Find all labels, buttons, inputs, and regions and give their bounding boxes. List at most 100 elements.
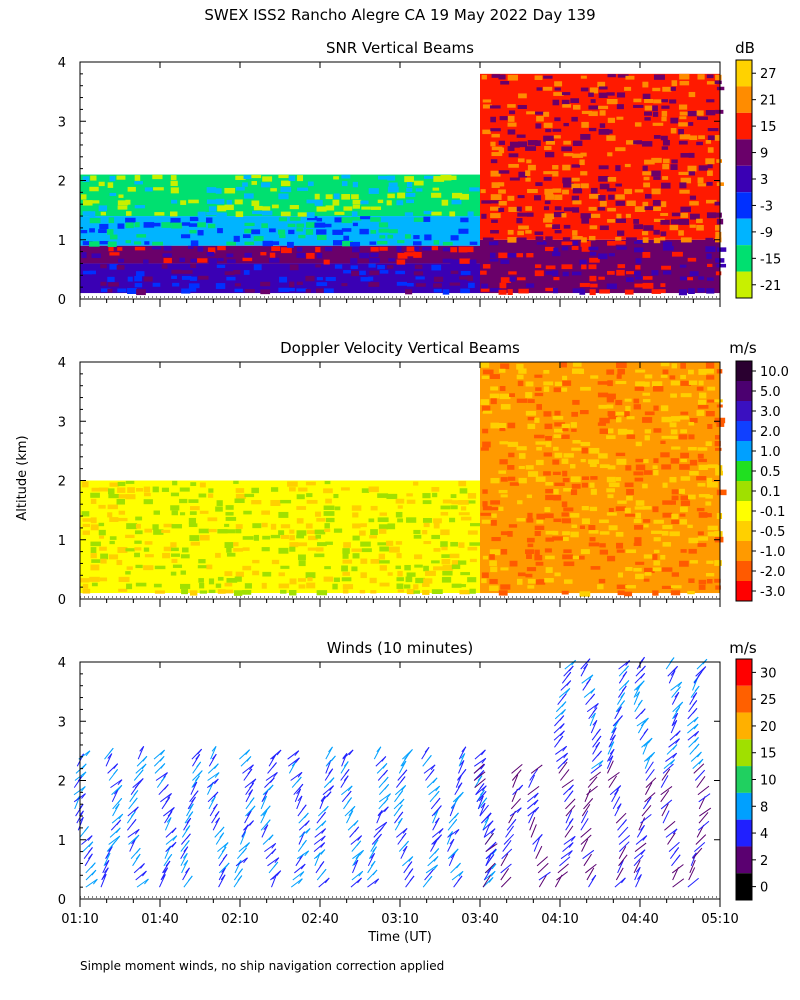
heatmap-cell <box>671 495 679 501</box>
wind-barb-flag <box>276 870 282 876</box>
heatmap-cell <box>680 476 691 481</box>
wind-barb <box>288 757 300 767</box>
heatmap-cell <box>698 536 709 541</box>
heatmap-cell <box>482 237 494 242</box>
heatmap-cell <box>670 219 680 225</box>
heatmap-cell <box>482 501 488 507</box>
heatmap-cell <box>395 511 403 518</box>
heatmap-cell <box>716 263 727 268</box>
heatmap-cell <box>698 276 705 280</box>
wind-barb <box>479 804 489 817</box>
heatmap-cell <box>617 264 626 269</box>
heatmap-cell <box>82 518 93 522</box>
wind-barb-flag <box>433 856 439 862</box>
heatmap-cell <box>98 205 108 212</box>
heatmap-cell <box>687 446 697 451</box>
wind-barb-flag <box>249 764 254 771</box>
wind-barb-flag <box>192 781 198 788</box>
heatmap-cell <box>100 553 109 560</box>
heatmap-cell <box>91 253 101 259</box>
wind-barb-flag <box>132 797 138 804</box>
wind-barb-flag <box>559 715 565 721</box>
heatmap-cell <box>197 230 204 236</box>
wind-barb-flag <box>384 784 390 790</box>
heatmap-cell <box>351 217 362 221</box>
heatmap-cell <box>361 548 372 553</box>
wind-barb-flag <box>639 680 645 687</box>
heatmap-cell <box>500 277 512 283</box>
heatmap-cell <box>226 578 238 583</box>
wind-barb-flag <box>219 826 225 833</box>
heatmap-cell <box>607 270 615 275</box>
heatmap-cell <box>109 517 119 523</box>
heatmap-cell <box>405 192 416 197</box>
heatmap-cell <box>599 464 610 469</box>
wind-barb-flag <box>620 692 626 698</box>
heatmap-cell <box>468 282 475 288</box>
heatmap-cell <box>260 281 271 287</box>
heatmap-cell <box>459 488 468 494</box>
heatmap-cell <box>433 548 441 552</box>
heatmap-cell <box>572 288 584 293</box>
heatmap-cell <box>197 258 208 263</box>
heatmap-cell <box>516 518 526 522</box>
heatmap-cell <box>180 554 190 559</box>
heatmap-cell <box>206 212 218 216</box>
wind-barb <box>181 860 189 874</box>
heatmap-cell <box>134 283 143 288</box>
heatmap-cell <box>135 564 143 569</box>
heatmap-cell <box>653 560 661 566</box>
heatmap-cell <box>251 200 260 206</box>
heatmap-cell <box>171 558 178 564</box>
wind-barb-flag <box>435 785 441 792</box>
heatmap-cell <box>252 559 260 564</box>
heatmap-cell <box>543 411 552 417</box>
heatmap-cell <box>244 241 255 246</box>
heatmap-cell <box>680 380 692 386</box>
colorbar-label: 10.0 <box>760 365 789 380</box>
heatmap-cell <box>370 558 380 564</box>
wind-barb-flag <box>299 871 305 877</box>
wind-barb-flag <box>133 806 139 813</box>
heatmap-cell <box>482 506 492 511</box>
heatmap-cell <box>306 222 316 228</box>
heatmap-cell <box>181 234 191 239</box>
heatmap-cell <box>386 540 394 546</box>
heatmap-cell <box>233 235 240 242</box>
wind-barb-flag <box>197 748 203 755</box>
heatmap-cell <box>563 140 571 145</box>
heatmap-cell <box>188 223 200 227</box>
colorbar-swatch <box>736 271 752 298</box>
wind-barb-flag <box>103 867 109 874</box>
wind-barb <box>618 826 629 838</box>
heatmap-cell <box>507 129 516 135</box>
wind-barb-flag <box>373 839 379 845</box>
heatmap-cell <box>135 582 147 587</box>
heatmap-cell <box>180 570 186 575</box>
heatmap-cell <box>208 258 218 265</box>
wind-barb-flag <box>221 867 226 873</box>
heatmap-cell <box>323 488 333 494</box>
wind-barb <box>458 753 466 767</box>
wind-barb <box>583 798 594 810</box>
heatmap-cell <box>395 498 405 504</box>
heatmap-cell <box>688 422 695 426</box>
y-tick-label: 1 <box>58 234 66 249</box>
heatmap-cell <box>224 523 230 527</box>
heatmap-cell <box>571 246 579 250</box>
colorbar-swatch <box>736 521 752 541</box>
heatmap-cell <box>707 263 713 267</box>
heatmap-cell <box>716 212 722 218</box>
heatmap-cell <box>626 488 634 495</box>
colorbar-label: 3 <box>760 173 768 188</box>
heatmap-cell <box>534 417 540 423</box>
wind-barb-flag <box>383 769 388 776</box>
heatmap-cell <box>162 253 172 257</box>
heatmap-cell <box>500 81 510 85</box>
heatmap-cell <box>553 277 560 281</box>
heatmap-cell <box>172 564 183 568</box>
heatmap-cell <box>278 229 286 235</box>
heatmap-cell <box>225 512 234 516</box>
heatmap-cell <box>705 410 715 417</box>
heatmap-cell <box>518 93 527 99</box>
